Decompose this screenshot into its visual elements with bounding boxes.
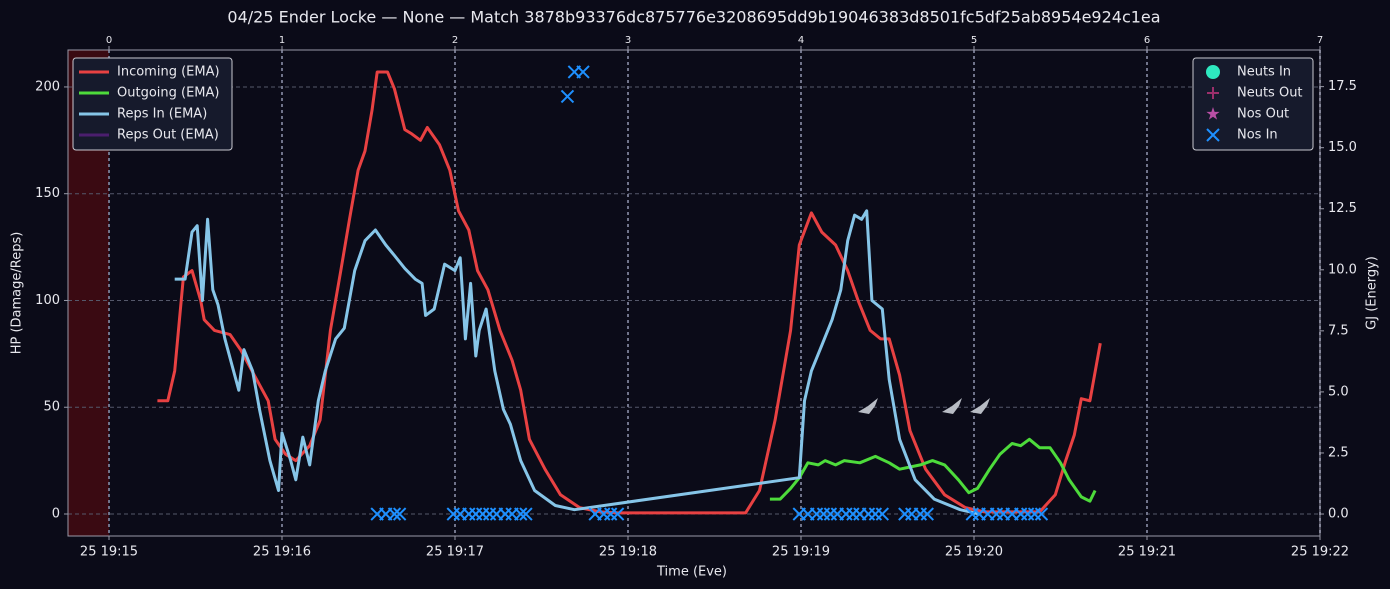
y-tick-label: 100 (35, 293, 60, 308)
marker (560, 89, 575, 104)
ship-icons (858, 398, 990, 414)
x2-tick-label: 3 (625, 35, 631, 46)
y2-axis-label: GJ (Energy) (1365, 256, 1380, 330)
ship-icon (942, 398, 962, 414)
legend-swatch (1206, 128, 1220, 142)
marker (514, 507, 528, 521)
x2-tick-label: 7 (1317, 35, 1323, 46)
y2-tick-label: 5.0 (1328, 384, 1349, 399)
x-tick-label: 25 19:19 (772, 545, 830, 560)
marker (392, 507, 407, 521)
legend-label: Neuts Out (1237, 86, 1303, 101)
x2-tick-label: 2 (452, 35, 458, 46)
series-line (157, 70, 1102, 515)
x-tick-label: 25 19:16 (253, 545, 311, 560)
y-tick-label: 200 (35, 79, 60, 94)
legend-label: Outgoing (EMA) (117, 86, 219, 101)
marker (387, 507, 402, 521)
chart-title: 04/25 Ender Locke — None — Match 3878b93… (227, 8, 1160, 27)
ship-icon (858, 398, 878, 414)
legend-label: Reps Out (EMA) (117, 128, 219, 143)
y-tick-label: 50 (43, 400, 60, 415)
y2-tick-label: 0.0 (1328, 507, 1349, 522)
ship-icon (970, 398, 990, 414)
legend-label: Nos Out (1237, 107, 1289, 122)
marker (920, 507, 934, 521)
axes-frame (67, 49, 1321, 537)
y-axis-label: HP (Damage/Reps) (10, 232, 25, 355)
marker (875, 507, 890, 521)
legend-label: Neuts In (1237, 65, 1291, 80)
marker (576, 65, 590, 79)
y2-tick-label: 7.5 (1328, 323, 1349, 338)
y2-tick-label: 10.0 (1328, 262, 1357, 277)
y2-tick-label: 12.5 (1328, 201, 1357, 216)
y2-tick-label: 15.0 (1328, 140, 1357, 155)
y2-tick-label: 17.5 (1328, 79, 1357, 94)
x-tick-label: 25 19:17 (426, 545, 484, 560)
series-line (174, 209, 980, 516)
legend-swatch (1206, 65, 1220, 79)
y2-tick-label: 2.5 (1328, 445, 1349, 460)
y-tick-label: 150 (35, 186, 60, 201)
legend-label: Incoming (EMA) (117, 65, 220, 80)
x2-tick-label: 1 (279, 35, 285, 46)
x-tick-label: 25 19:21 (1118, 545, 1176, 560)
x-tick-label: 25 19:22 (1291, 545, 1349, 560)
legend-label: Reps In (EMA) (117, 107, 207, 122)
marker (610, 507, 625, 521)
x-tick-label: 25 19:20 (945, 545, 1003, 560)
marker (519, 507, 533, 521)
x2-tick-label: 6 (1144, 35, 1150, 46)
x-axis-label: Time (Eve) (656, 565, 727, 580)
legend-label: Nos In (1237, 128, 1278, 143)
x2-tick-label: 0 (106, 35, 112, 46)
legend-swatch (1206, 107, 1220, 120)
x2-tick-label: 5 (971, 35, 977, 46)
legend-box (72, 57, 233, 151)
legend-swatch (1207, 87, 1219, 99)
legend-box (1192, 57, 1314, 151)
y-tick-label: 0 (52, 507, 60, 522)
x-tick-label: 25 19:18 (599, 545, 657, 560)
x-tick-label: 25 19:15 (80, 545, 138, 560)
series-line (769, 437, 1097, 503)
x2-tick-label: 4 (798, 35, 804, 46)
marker (1034, 507, 1049, 521)
